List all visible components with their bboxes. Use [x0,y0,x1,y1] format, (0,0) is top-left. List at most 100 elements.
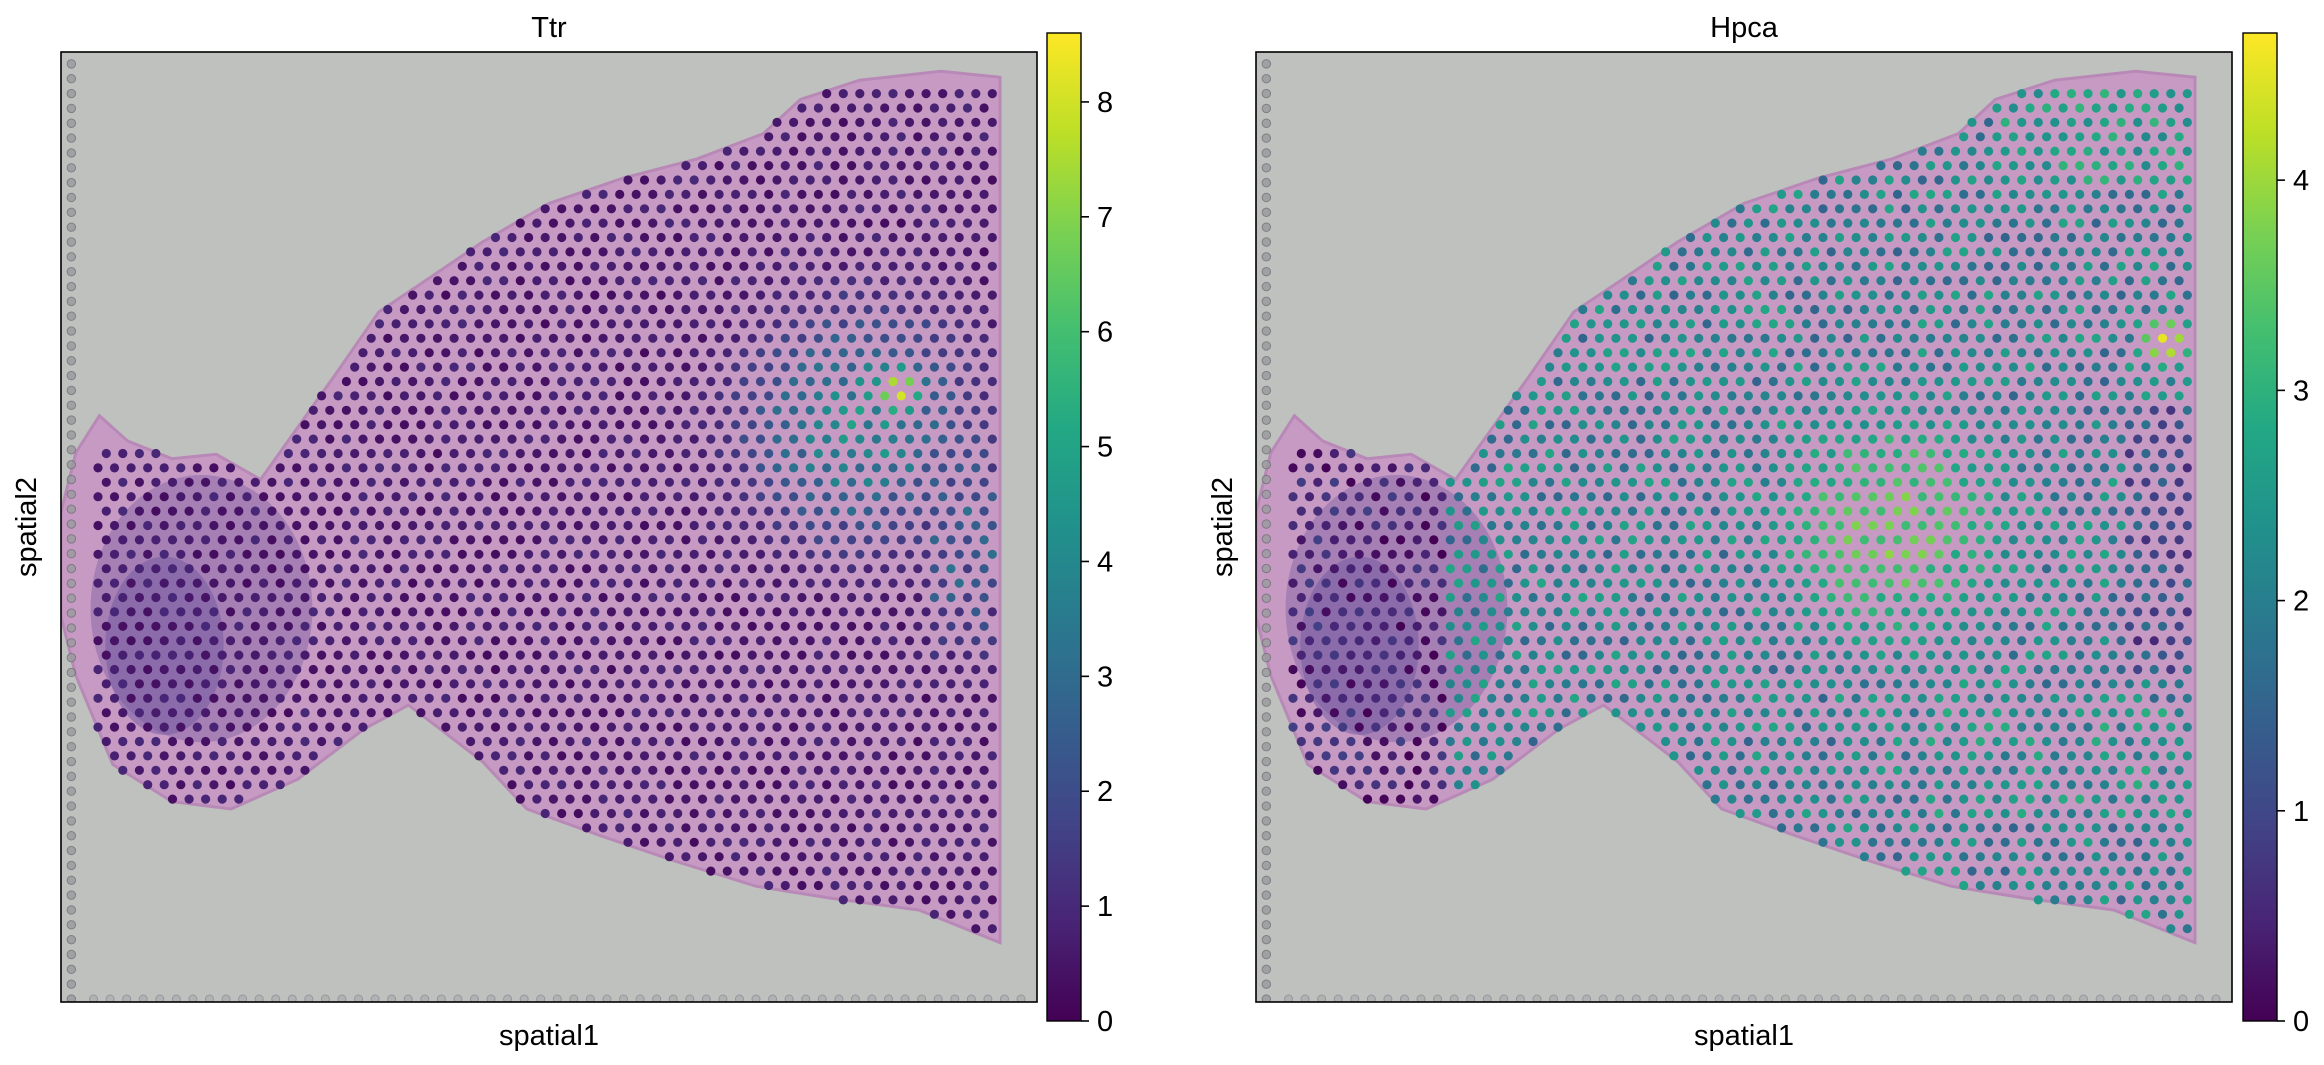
spot [1843,823,1853,833]
colorbar-tick-label: 1 [1097,891,1113,923]
spot [416,333,426,343]
spot [2066,837,2076,847]
spot [813,852,824,862]
spot [374,405,385,415]
spot [2075,218,2085,228]
spot [1512,391,1522,401]
spot [847,823,857,833]
spot [1950,434,1961,444]
spot [1843,189,1853,199]
spot [366,564,376,574]
fiducial-dot [66,563,77,574]
spot [482,506,492,516]
fiducial-dot [1631,994,1641,1002]
spot [126,607,136,617]
spot [1984,837,1994,847]
spot [466,592,476,603]
spot [888,117,898,127]
spot [1321,751,1331,761]
fiducial-dot [519,994,529,1002]
spot [1470,463,1480,473]
spot [391,636,401,646]
spot [623,261,633,271]
spot [789,636,799,646]
spot [697,477,708,487]
spot [1702,693,1712,703]
spot [1578,506,1588,516]
spot [565,391,575,401]
spot [921,837,931,847]
spot [2042,823,2052,833]
spot [1487,520,1497,531]
spot [1926,477,1936,487]
spot [2099,492,2110,502]
spot [648,477,658,487]
spot [1868,348,1878,358]
spot [1429,564,1439,574]
spot [1520,405,1530,415]
spot [656,434,666,444]
spot [847,650,857,660]
spot [507,463,517,473]
spot [573,434,583,444]
spot [201,650,211,660]
spot [2174,852,2184,862]
spot [987,924,997,934]
spot [333,564,343,574]
spot [126,664,136,675]
spot [283,765,293,775]
spot [1917,348,1927,358]
spot [772,405,782,415]
spot [987,146,997,156]
spot [2141,189,2151,199]
spot [1868,261,1878,271]
spot [590,751,600,761]
spot [789,520,799,531]
fiducial-dot [254,994,264,1002]
spot [706,780,716,790]
spot [1710,794,1720,804]
spot [1801,376,1811,387]
spot [1768,463,1778,473]
colorbar-tick-label: 6 [1097,317,1113,349]
spot [1760,650,1770,660]
spot [2182,780,2192,790]
spot [2042,650,2052,660]
spot [1288,664,1298,675]
spot [764,650,774,660]
spot [1652,319,1662,329]
spot [962,420,973,430]
spot [764,420,774,430]
spot [2017,636,2027,646]
spot [1569,348,1580,358]
spot [962,276,973,286]
spot [904,290,915,300]
spot [2033,261,2043,271]
spot [1329,535,1339,545]
spot [548,506,559,516]
spot [1818,434,1828,444]
spot [1702,376,1712,387]
spot [1661,304,1671,315]
spot [904,664,915,675]
spot [639,175,650,185]
spot [1768,780,1778,790]
spot [242,607,252,617]
spot [532,276,542,286]
spot [1611,304,1621,315]
spot [1644,477,1654,487]
spot [1752,434,1762,444]
spot [805,232,815,243]
spot [1760,362,1770,372]
spot [2124,765,2134,775]
spot [1826,391,1836,401]
spot [2124,535,2134,545]
fiducial-dot [1261,801,1272,811]
spot [2182,808,2192,819]
spot [118,708,128,718]
spot [639,520,650,531]
spot [664,391,675,401]
spot [2133,290,2143,300]
spot [2141,765,2151,775]
spot [855,895,865,905]
